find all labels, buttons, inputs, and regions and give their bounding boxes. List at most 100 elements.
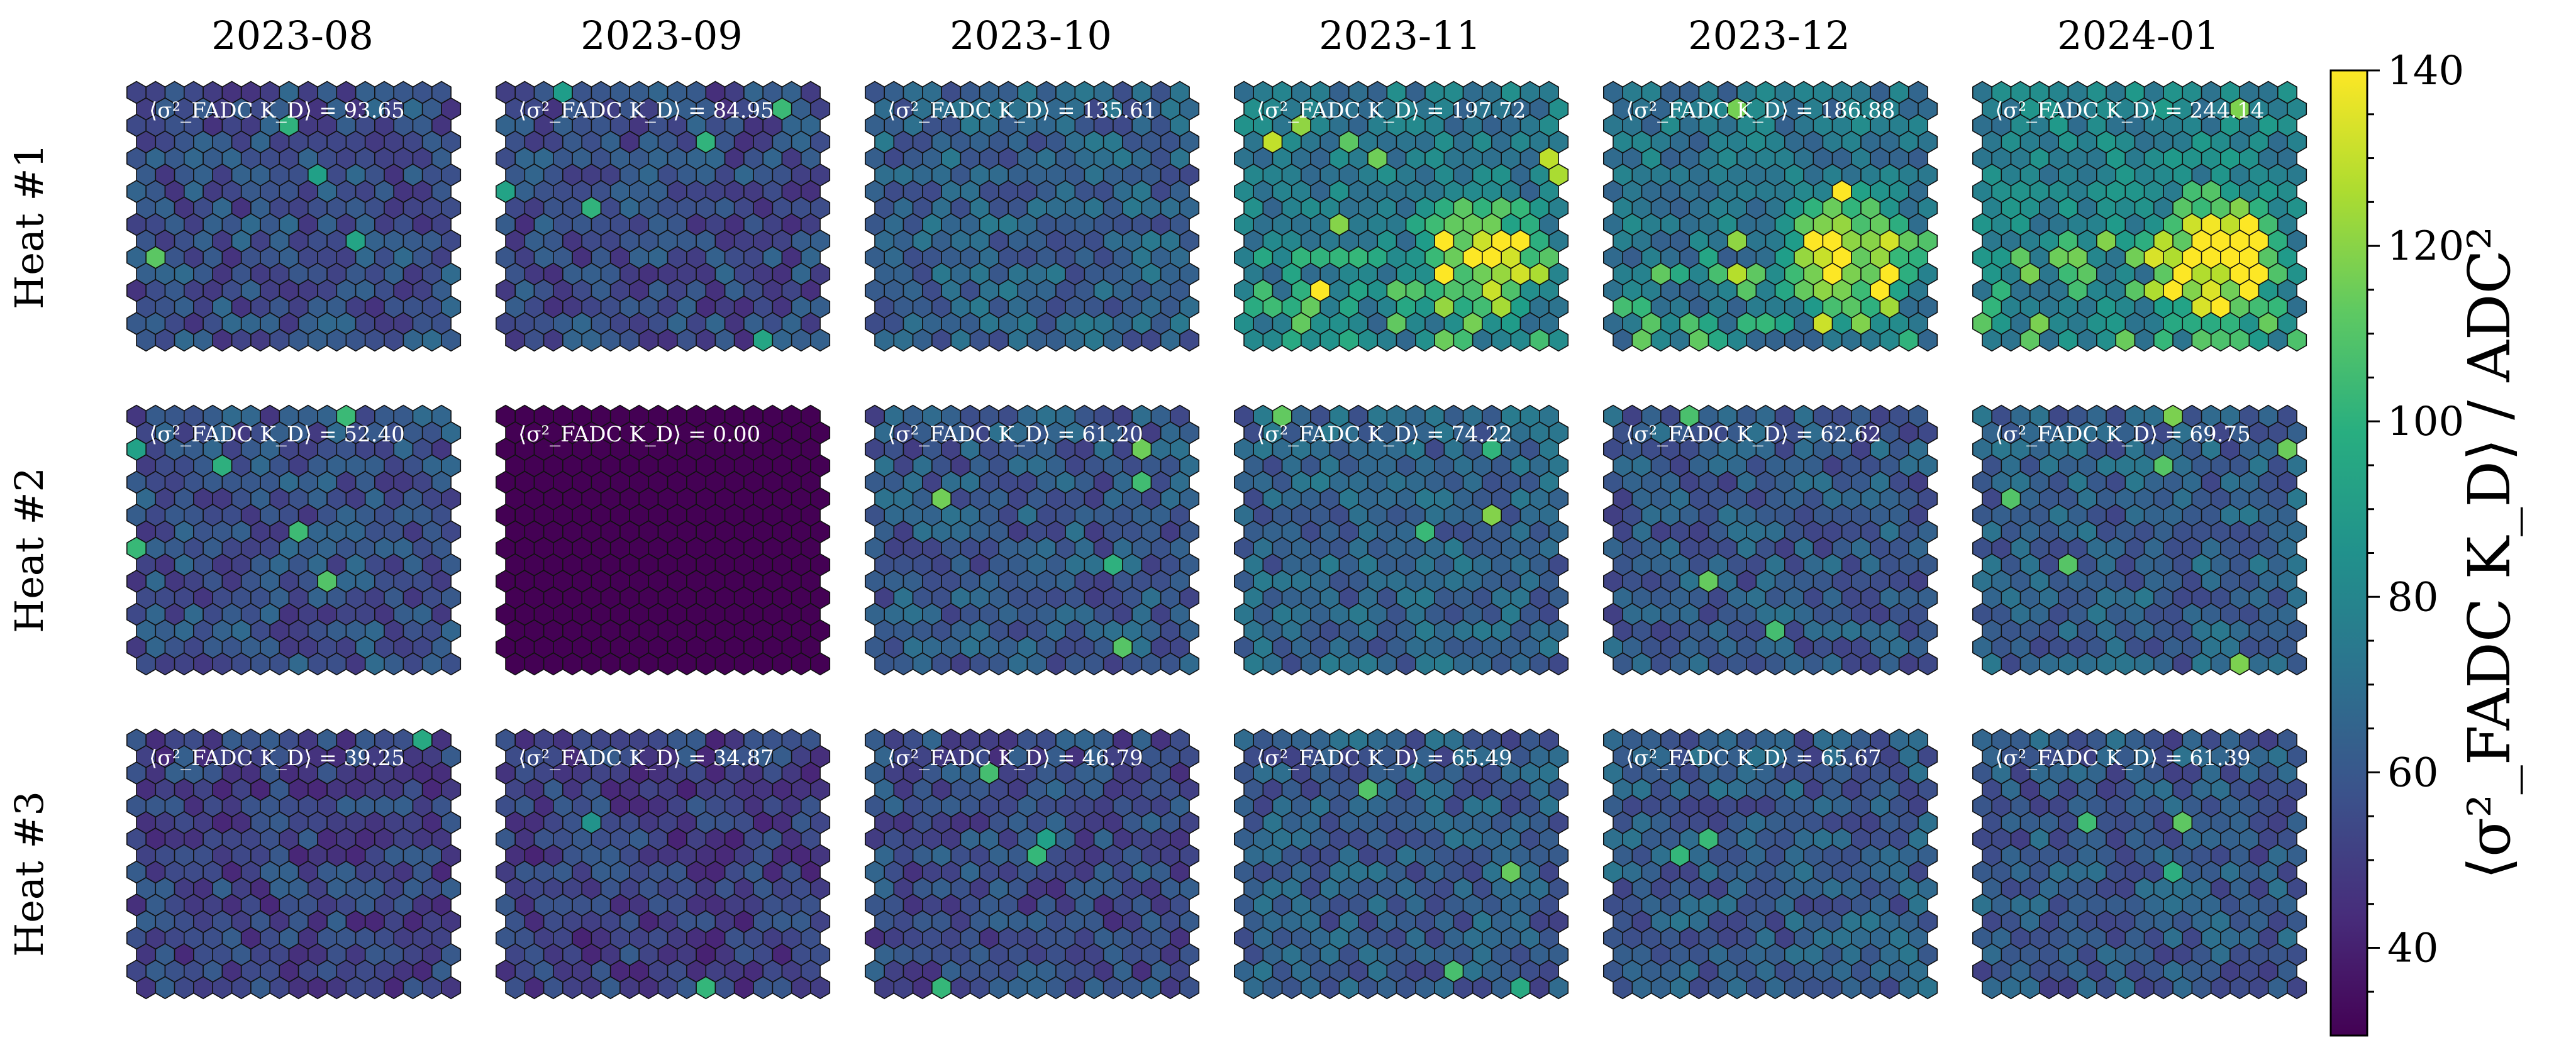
hex-pixel [231, 652, 252, 676]
hex-pixel [2267, 328, 2288, 352]
hex-pixel [989, 652, 1009, 676]
hex-pixel [1689, 976, 1709, 1000]
hex-pixel [269, 976, 290, 1000]
hex-pixel [1707, 652, 1728, 676]
hex-pixel [1670, 652, 1690, 676]
hex-pixel [1122, 652, 1143, 676]
hex-pixel [657, 652, 678, 676]
hex-pixel [1377, 976, 1397, 1000]
hex-pixel [1918, 328, 1938, 352]
hex-pixel [326, 328, 347, 352]
hex-pixel [1784, 328, 1804, 352]
hex-pixel [1396, 652, 1416, 676]
column-title: 2023-08 [211, 13, 374, 58]
hex-pixel [1631, 328, 1652, 352]
hex-pixel [714, 652, 735, 676]
hex-pixel [345, 976, 366, 1000]
hex-pixel [1434, 328, 1455, 352]
hex-pixel [2115, 652, 2136, 676]
hex-pixel [1084, 976, 1104, 1000]
hex-pixel [2248, 976, 2269, 1000]
hex-pixel [2210, 652, 2231, 676]
hex-pixel [2115, 328, 2136, 352]
hexmap-panel: ⟨σ²_FADC K_D⟩ = 52.40 [126, 404, 462, 676]
hex-pixel [1008, 328, 1028, 352]
panel-mean-label: ⟨σ²_FADC K_D⟩ = 69.75 [1995, 422, 2251, 447]
hex-pixel [1510, 976, 1531, 1000]
hex-pixel [326, 652, 347, 676]
hex-pixel [1084, 652, 1104, 676]
panel-mean-label: ⟨σ²_FADC K_D⟩ = 62.62 [1626, 422, 1882, 447]
hex-pixel [912, 328, 933, 352]
hexmap-panel: ⟨σ²_FADC K_D⟩ = 186.88 [1603, 80, 1938, 352]
hex-pixel [2172, 976, 2193, 1000]
hex-pixel [753, 652, 774, 676]
hex-pixel [269, 328, 290, 352]
hex-pixel [384, 652, 404, 676]
hex-pixel [874, 976, 895, 1000]
hex-pixel [1026, 976, 1047, 1000]
hex-pixel [2019, 652, 2040, 676]
row-title: Heat #2 [6, 467, 52, 633]
hex-pixel [1301, 328, 1321, 352]
hex-pixel [384, 976, 404, 1000]
hex-pixel [874, 652, 895, 676]
hex-pixel [1160, 652, 1180, 676]
hex-pixel [1243, 976, 1264, 1000]
hex-pixel [1281, 652, 1302, 676]
hex-pixel [1879, 652, 1900, 676]
hex-pixel [505, 652, 526, 676]
hex-pixel [2096, 328, 2116, 352]
hex-pixel [288, 328, 309, 352]
hex-pixel [364, 652, 385, 676]
panel-mean-label: ⟨σ²_FADC K_D⟩ = 61.39 [1995, 746, 2251, 771]
hex-pixel [1453, 328, 1474, 352]
colorbar-tick-label: 120 [2387, 223, 2464, 270]
hex-pixel [1707, 976, 1728, 1000]
hex-pixel [733, 976, 754, 1000]
hex-pixel [1841, 328, 1862, 352]
colorbar-tick-label: 60 [2387, 749, 2438, 796]
hex-pixel [950, 976, 971, 1000]
hexmap-panel: ⟨σ²_FADC K_D⟩ = 0.00 [495, 404, 831, 676]
hex-pixel [1179, 652, 1200, 676]
column-title: 2024-01 [2057, 13, 2219, 58]
hex-pixel [1746, 652, 1767, 676]
hexmap-panel: ⟨σ²_FADC K_D⟩ = 34.87 [495, 728, 831, 1000]
hex-pixel [950, 328, 971, 352]
hex-pixel [1243, 328, 1264, 352]
hex-pixel [1670, 328, 1690, 352]
hex-pixel [1529, 976, 1550, 1000]
hex-pixel [619, 976, 640, 1000]
hex-pixel [1803, 976, 1824, 1000]
hex-pixel [2287, 976, 2307, 1000]
panel-mean-label: ⟨σ²_FADC K_D⟩ = 244.14 [1995, 98, 2264, 123]
hex-pixel [402, 976, 423, 1000]
hex-pixel [562, 976, 583, 1000]
hex-pixel [810, 652, 831, 676]
hex-pixel [1918, 652, 1938, 676]
hex-pixel [619, 652, 640, 676]
hex-pixel [1613, 652, 1633, 676]
hex-pixel [1765, 652, 1785, 676]
hex-pixel [1631, 976, 1652, 1000]
panel-mean-label: ⟨σ²_FADC K_D⟩ = 46.79 [887, 746, 1143, 771]
hex-pixel [1613, 328, 1633, 352]
hex-pixel [505, 328, 526, 352]
hex-pixel [912, 652, 933, 676]
hex-pixel [155, 328, 175, 352]
column-title: 2023-09 [580, 13, 743, 58]
hex-pixel [2172, 652, 2193, 676]
hex-pixel [1803, 652, 1824, 676]
hex-pixel [1179, 976, 1200, 1000]
column-title: 2023-10 [950, 13, 1112, 58]
hex-pixel [1898, 976, 1919, 1000]
panel-mean-label: ⟨σ²_FADC K_D⟩ = 39.25 [149, 746, 405, 771]
hex-pixel [1548, 652, 1569, 676]
hex-pixel [212, 652, 233, 676]
hex-pixel [1122, 328, 1143, 352]
hex-pixel [1102, 328, 1123, 352]
hex-pixel [1898, 328, 1919, 352]
hex-pixel [1453, 976, 1474, 1000]
